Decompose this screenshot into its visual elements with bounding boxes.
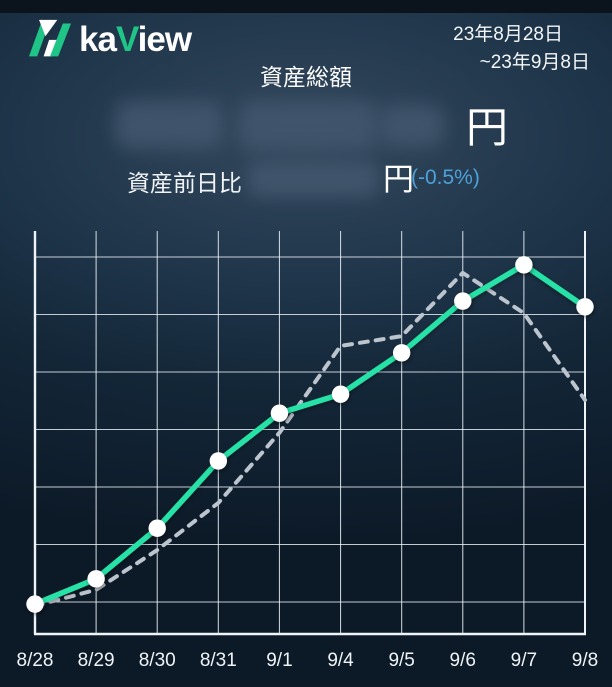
status-bar [0,0,612,13]
x-axis-label: 9/8 [572,650,598,671]
redacted-change-value-blur [248,161,378,197]
data-point-dot-9/7[interactable] [515,256,533,274]
chart-series [32,262,588,608]
x-axis-label: 9/4 [327,650,354,671]
x-axis-label: 9/7 [511,650,537,671]
redacted-total-value-blur [115,101,223,149]
chart-data-points [26,256,594,613]
x-axis-label: 9/1 [266,650,292,671]
data-point-dot-9/5[interactable] [392,344,411,362]
app-logo[interactable]: kaView [27,18,192,60]
app-logo-text: kaView [79,19,192,59]
data-point-dot-8/28[interactable] [26,595,44,613]
x-axis-label: 8/31 [200,650,237,671]
x-axis-label: 9/6 [450,650,476,671]
redacted-total-value-blur [238,101,378,151]
data-point-dot-9/6[interactable] [454,292,472,310]
date-range-start: 23年8月28日 [453,24,563,45]
x-axis-label: 8/29 [78,650,115,671]
data-point-dot-8/31[interactable] [209,452,228,470]
data-point-dot-8/30[interactable] [148,519,166,537]
x-axis-label: 8/28 [17,650,54,671]
chart-gridlines [34,231,586,634]
asset-total-solid-line [32,262,588,607]
x-axis-label: 8/30 [139,650,176,671]
comparison-dashed-line [33,270,587,608]
redacted-total-value-blur [379,105,444,147]
data-point-dot-8/29[interactable] [87,570,105,588]
daily-change-percent: (-0.5%) [411,166,480,189]
daily-change-unit: 円 [383,162,414,197]
page-title: 資産総額 [260,64,352,90]
data-point-dot-9/4[interactable] [331,385,350,403]
x-axis-labels: 8/28 8/29 8/30 8/31 9/1 9/4 9/5 9/6 9/7 9/8 [17,650,599,671]
x-axis-label: 9/5 [388,650,414,671]
chart-axes [33,231,586,636]
total-unit-label: 円 [466,104,509,151]
date-range-end: ~23年9月8日 [479,52,590,73]
data-point-dot-9/1[interactable] [270,404,289,422]
daily-change-label: 資産前日比 [127,170,242,196]
date-range: 23年8月28日 ~23年9月8日 [453,21,590,77]
data-point-dot-9/8[interactable] [576,298,594,316]
kaview-logo-icon [29,19,71,57]
